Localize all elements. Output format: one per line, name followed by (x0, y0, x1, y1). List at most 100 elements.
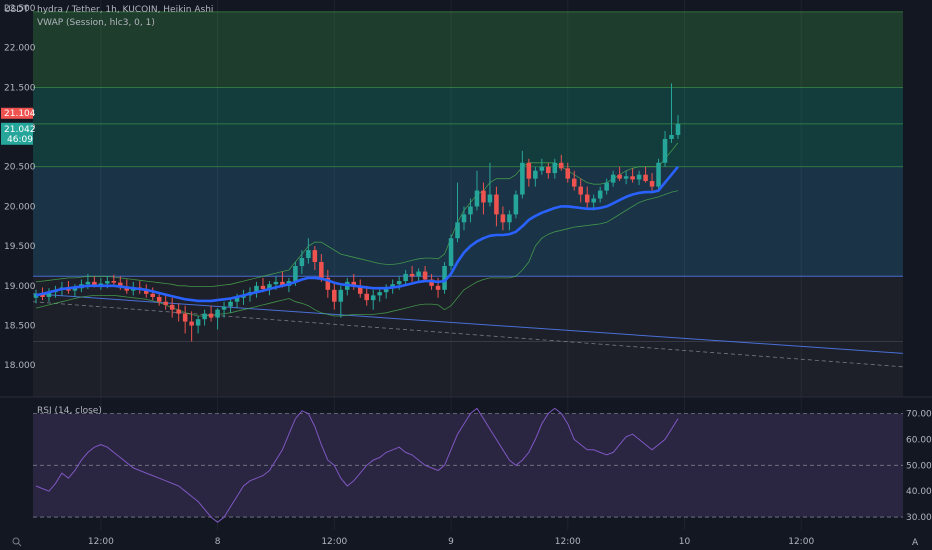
candle (254, 281, 259, 298)
candle-body (539, 166, 545, 171)
candle-body (429, 279, 434, 286)
time-tick-label: 8 (215, 537, 221, 547)
price-pane[interactable] (32, 0, 904, 530)
trend-line (32, 293, 904, 354)
candle-body (422, 271, 428, 280)
zoom-icon[interactable] (12, 537, 22, 547)
candle (416, 268, 421, 282)
candle-body (597, 190, 603, 199)
candle-body (656, 162, 661, 187)
candle (169, 297, 175, 318)
time-tick-label: 12:00 (321, 537, 347, 547)
candle-body (319, 262, 324, 278)
time-tick-label: 9 (448, 537, 454, 547)
candle (507, 210, 512, 231)
candle-body (500, 214, 506, 223)
auto-scale-toggle[interactable]: A (912, 538, 919, 548)
candle (610, 170, 616, 187)
price-tag-last-down (1, 107, 33, 119)
price-tick-label: 22.000 (4, 44, 36, 54)
candle-body (208, 313, 214, 318)
candle (481, 182, 486, 215)
candle-body (40, 293, 45, 297)
candle (189, 311, 194, 342)
candle (325, 269, 331, 298)
price-zone-0 (33, 11, 903, 88)
candle (623, 170, 629, 185)
candle-body (409, 273, 415, 277)
candle (383, 284, 389, 299)
time-axis[interactable]: 12:00 8 12:00 9 12:00 10 12:00 (88, 537, 815, 547)
candle (656, 158, 661, 191)
candle-body (312, 250, 318, 263)
rsi-pane[interactable] (33, 407, 903, 523)
candle-body (260, 285, 266, 290)
candle-body (299, 258, 305, 266)
candle-body (338, 289, 344, 302)
candle-body (85, 281, 91, 285)
candle-body (403, 273, 408, 282)
candle (338, 285, 344, 318)
candle-body (468, 206, 473, 215)
candle (228, 297, 233, 313)
time-tick-label: 10 (679, 537, 691, 547)
price-tick-label: 21.500 (4, 83, 36, 93)
rsi-tick-label: 40.00 (906, 487, 932, 497)
candle (630, 168, 635, 183)
rsi-tick-label: 60.00 (906, 435, 932, 445)
candle (208, 305, 214, 322)
candle-body (377, 292, 382, 296)
vwap-lower-band (35, 190, 679, 317)
candle-body (364, 293, 369, 301)
candle-body (507, 214, 512, 223)
candle-body (176, 309, 181, 314)
candle-body (571, 178, 577, 187)
candle (409, 265, 415, 282)
candle-body (481, 190, 486, 203)
candle (46, 288, 52, 302)
candle (513, 190, 519, 219)
rsi-line (35, 407, 679, 523)
rsi-axis[interactable]: 70.00 60.00 50.00 40.00 30.00 (906, 410, 932, 524)
candle (33, 289, 39, 304)
candle-body (513, 194, 519, 215)
candle-body (533, 170, 538, 179)
candle-body (487, 194, 493, 203)
candle (221, 301, 227, 318)
candle (306, 238, 311, 264)
candle-body (273, 281, 279, 285)
candle-body (494, 194, 499, 215)
candle (163, 293, 168, 310)
vwap-bands (35, 142, 679, 317)
candle-body (565, 168, 571, 179)
vwap-legend[interactable]: VWAP (Session, hlc3, 0, 1) (37, 18, 155, 28)
candle-body (182, 313, 188, 322)
candle (403, 269, 408, 286)
candle-body (649, 181, 655, 187)
candle (364, 285, 369, 306)
rsi-legend[interactable]: RSI (14, close) (37, 406, 102, 416)
candle (552, 158, 558, 179)
candle (546, 162, 551, 179)
candle-body (442, 265, 447, 290)
currency-label: USDT (4, 5, 29, 15)
candle-body (610, 174, 616, 183)
price-tick-label: 20.500 (4, 163, 36, 173)
candle-body (546, 166, 551, 174)
candle (442, 262, 447, 294)
candle (332, 281, 337, 310)
symbol-legend[interactable]: hydra / Tether, 1h, KUCOIN, Heikin Ashi (37, 5, 213, 15)
candle (604, 178, 609, 195)
candle (461, 206, 467, 231)
price-zone-2 (33, 166, 903, 277)
candle (565, 162, 571, 183)
candle (351, 273, 357, 290)
rsi-tick-label: 30.00 (906, 513, 932, 523)
candle (649, 173, 655, 191)
candle-body (72, 288, 78, 291)
candle-body (357, 285, 363, 294)
rsi-tick-label: 70.00 (906, 410, 932, 420)
price-tick-label: 18.500 (4, 322, 36, 332)
